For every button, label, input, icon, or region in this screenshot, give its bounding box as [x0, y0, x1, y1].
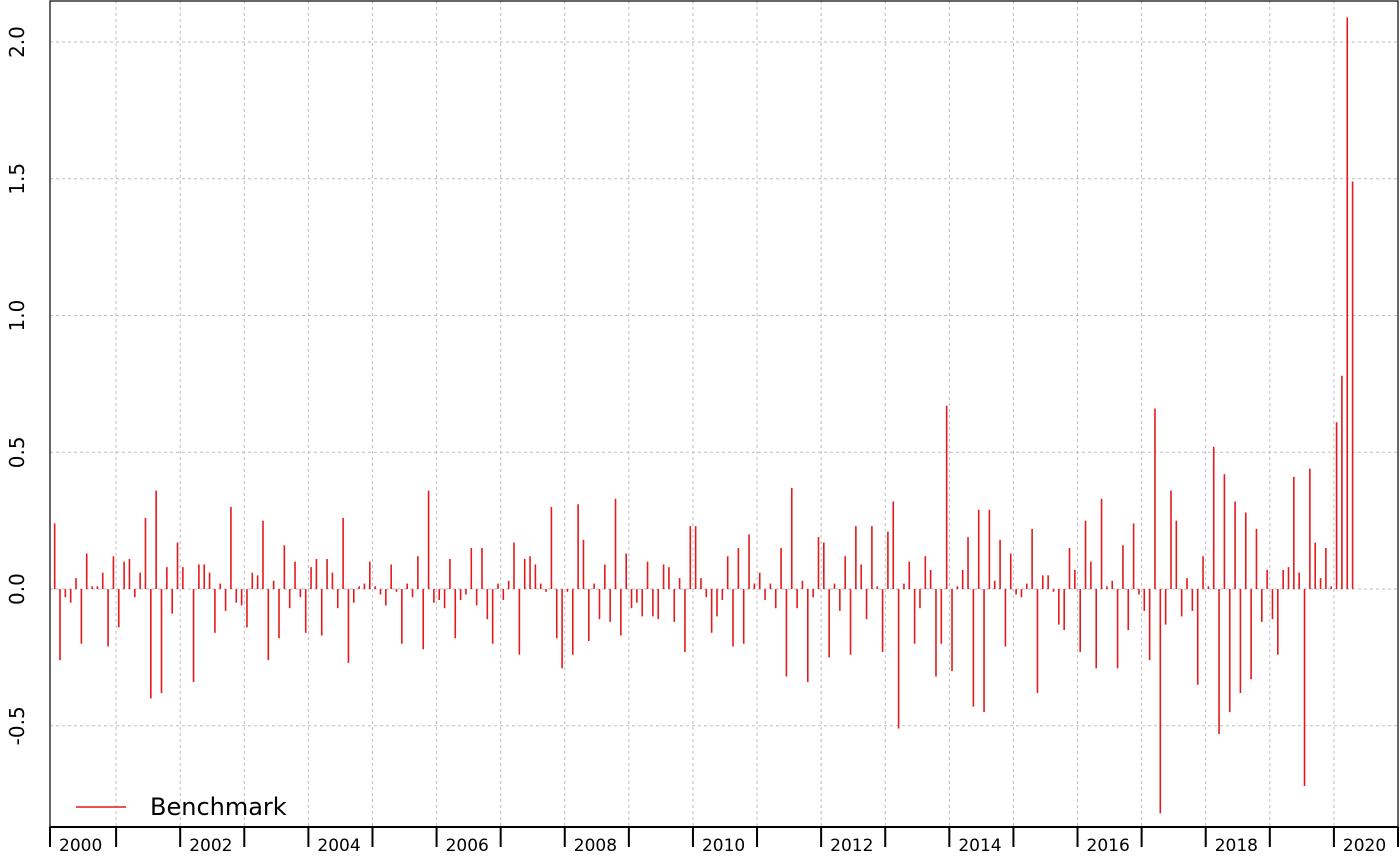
x-tick-label: 2016: [1087, 836, 1130, 856]
x-tick-label: 2002: [189, 836, 232, 856]
x-tick-label: 2010: [702, 836, 745, 856]
x-tick-label: 2000: [59, 836, 102, 856]
x-tick-label: 2008: [574, 836, 617, 856]
legend: Benchmark: [76, 793, 287, 821]
grid-layer: [50, 1, 1398, 827]
x-tick-label: 2020: [1343, 836, 1386, 856]
plot-frame: [49, 0, 1399, 828]
x-tick-label: 2006: [446, 836, 489, 856]
legend-label-benchmark: Benchmark: [150, 793, 287, 821]
spike-layer: [53, 17, 1354, 814]
y-tick-label: 0.0: [5, 573, 29, 605]
y-tick-label: -0.5: [5, 706, 29, 745]
y-tick-label: 1.5: [5, 163, 29, 195]
y-tick-label: 0.5: [5, 436, 29, 468]
y-tick-label: 2.0: [5, 26, 29, 58]
x-tick-label: 2004: [317, 836, 360, 856]
y-tick-label: 1.0: [5, 300, 29, 332]
axis-layer: -0.5 0.0 0.5 1.0 1.5 2.0 2000 2002 2004 2006 2008 2…: [5, 0, 1399, 856]
x-tick-label: 2012: [830, 836, 873, 856]
x-tick-label: 2014: [958, 836, 1001, 856]
x-tick-label: 2018: [1215, 836, 1258, 856]
